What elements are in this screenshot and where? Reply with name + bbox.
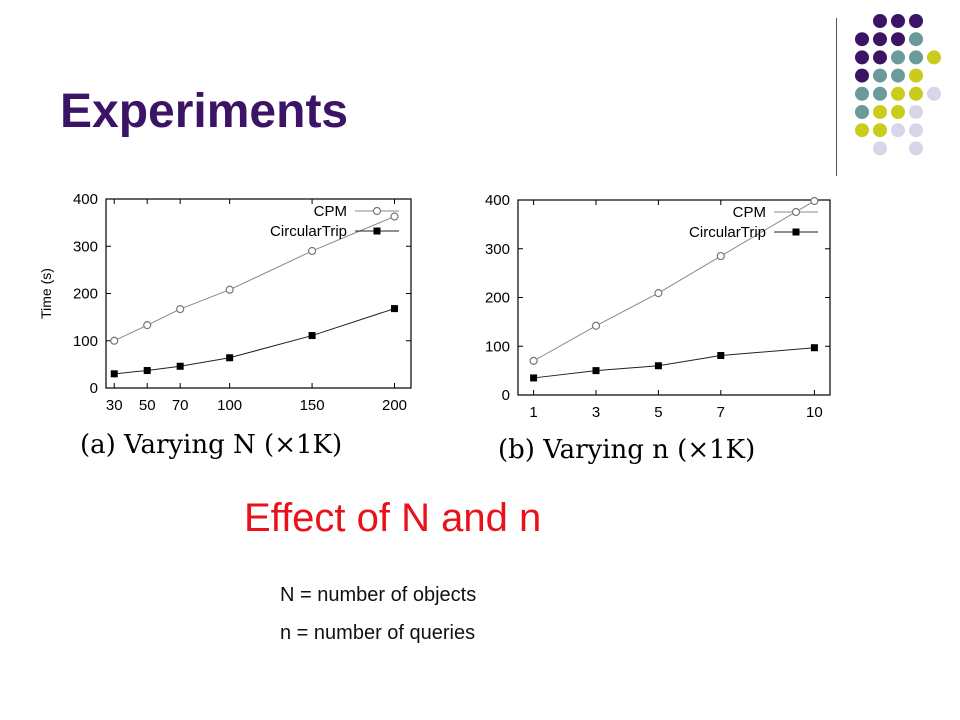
data-point-cpm (591, 321, 601, 330)
series-line-circulartrip (533, 347, 815, 379)
x-tick-label: 200 (382, 397, 407, 414)
decorative-dot (855, 105, 869, 119)
y-tick-label: 400 (485, 192, 510, 209)
decorative-dot (855, 68, 869, 83)
chart-caption: (b) Varying n (×1K) (498, 435, 755, 465)
x-tick-label: 50 (139, 397, 156, 414)
note-N-definition: N = number of objects (280, 584, 477, 606)
series-line-cpm (114, 216, 395, 342)
legend-label-circulartrip: CircularTrip (689, 224, 766, 241)
y-tick-label: 300 (73, 238, 98, 255)
decorative-dot (909, 123, 923, 138)
decorative-dot (855, 86, 869, 101)
data-point-cpm (176, 304, 185, 314)
data-point-circulartrip (654, 362, 662, 370)
data-point-cpm (529, 356, 538, 365)
legend-marker-cpm (372, 206, 382, 216)
x-tick-label: 70 (172, 397, 189, 414)
decorative-dot (855, 50, 869, 65)
decorative-dot (891, 68, 905, 83)
decorative-dot (873, 68, 887, 83)
decorative-dot (873, 105, 887, 119)
decorative-dot (909, 32, 923, 47)
legend-label-cpm: CPM (733, 204, 766, 221)
header-divider-line (836, 18, 837, 176)
y-tick-label: 400 (73, 191, 98, 208)
data-point-cpm (716, 251, 725, 261)
plot-frame (517, 199, 831, 396)
y-tick-label: 200 (73, 286, 98, 303)
x-tick-label: 10 (806, 404, 823, 421)
x-tick-label: 1 (529, 404, 537, 421)
decorative-dot (927, 50, 941, 65)
decorative-dot-grid (855, 14, 941, 156)
y-tick-label: 100 (73, 333, 98, 350)
y-tick-label: 200 (485, 290, 510, 307)
data-point-cpm (654, 289, 663, 298)
x-tick-label: 5 (654, 404, 662, 421)
data-point-cpm (110, 336, 119, 345)
legend-label-circulartrip: CircularTrip (270, 223, 347, 240)
data-point-circulartrip (176, 362, 184, 370)
dot-grid-group (855, 14, 941, 156)
y-axis-label: Time (s) (38, 268, 54, 319)
decorative-dot (891, 14, 905, 28)
data-point-cpm (810, 196, 819, 206)
y-tick-label: 100 (485, 338, 510, 355)
decorative-dot (927, 86, 941, 101)
decorative-dot (891, 105, 905, 119)
x-tick-label: 150 (300, 397, 325, 414)
effect-heading: Effect of N and n (244, 496, 542, 540)
y-tick-label: 300 (485, 241, 510, 258)
decorative-dot (873, 32, 887, 47)
data-point-circulartrip (810, 344, 818, 352)
data-point-cpm (143, 321, 152, 330)
series-line-cpm (533, 200, 815, 362)
decorative-dot (909, 68, 923, 83)
data-point-circulartrip (110, 370, 118, 378)
x-tick-label: 100 (217, 397, 242, 414)
x-tick-label: 3 (592, 404, 600, 421)
data-point-cpm (307, 246, 317, 256)
decorative-dot (855, 32, 869, 47)
decorative-dot (909, 86, 923, 101)
data-point-circulartrip (530, 374, 538, 382)
decorative-dot (873, 14, 887, 28)
legend-marker-circulartrip (792, 228, 800, 236)
data-point-circulartrip (592, 367, 600, 375)
legend-label-cpm: CPM (314, 203, 347, 220)
y-tick-label: 0 (90, 380, 98, 397)
decorative-dot (891, 86, 905, 101)
data-point-circulartrip (308, 332, 316, 340)
note-n-definition: n = number of queries (280, 622, 476, 644)
data-point-circulartrip (391, 305, 399, 313)
decorative-dot (891, 50, 905, 65)
decorative-dot (909, 50, 923, 65)
decorative-dot (891, 123, 905, 138)
data-point-cpm (390, 212, 399, 221)
decorative-dot (891, 32, 905, 47)
decorative-dot (909, 105, 923, 119)
decorative-dot (873, 86, 887, 101)
x-tick-label: 7 (717, 404, 725, 421)
x-tick-label: 30 (106, 397, 123, 414)
data-point-circulartrip (226, 354, 234, 362)
data-point-cpm (225, 285, 234, 294)
series-line-circulartrip (114, 308, 395, 375)
decorative-dot (909, 141, 923, 156)
data-point-circulartrip (143, 367, 151, 375)
legend-marker-cpm (791, 207, 801, 217)
data-point-circulartrip (717, 352, 725, 360)
decorative-dot (855, 123, 869, 138)
y-tick-label: 0 (502, 387, 510, 404)
decorative-dot (873, 123, 887, 138)
decorative-dot (909, 14, 923, 28)
chart-caption: (a) Varying N (×1K) (80, 430, 342, 460)
decorative-dot (873, 141, 887, 156)
slide-title: Experiments (60, 85, 349, 138)
legend-marker-circulartrip (373, 227, 381, 235)
decorative-dot (873, 50, 887, 65)
